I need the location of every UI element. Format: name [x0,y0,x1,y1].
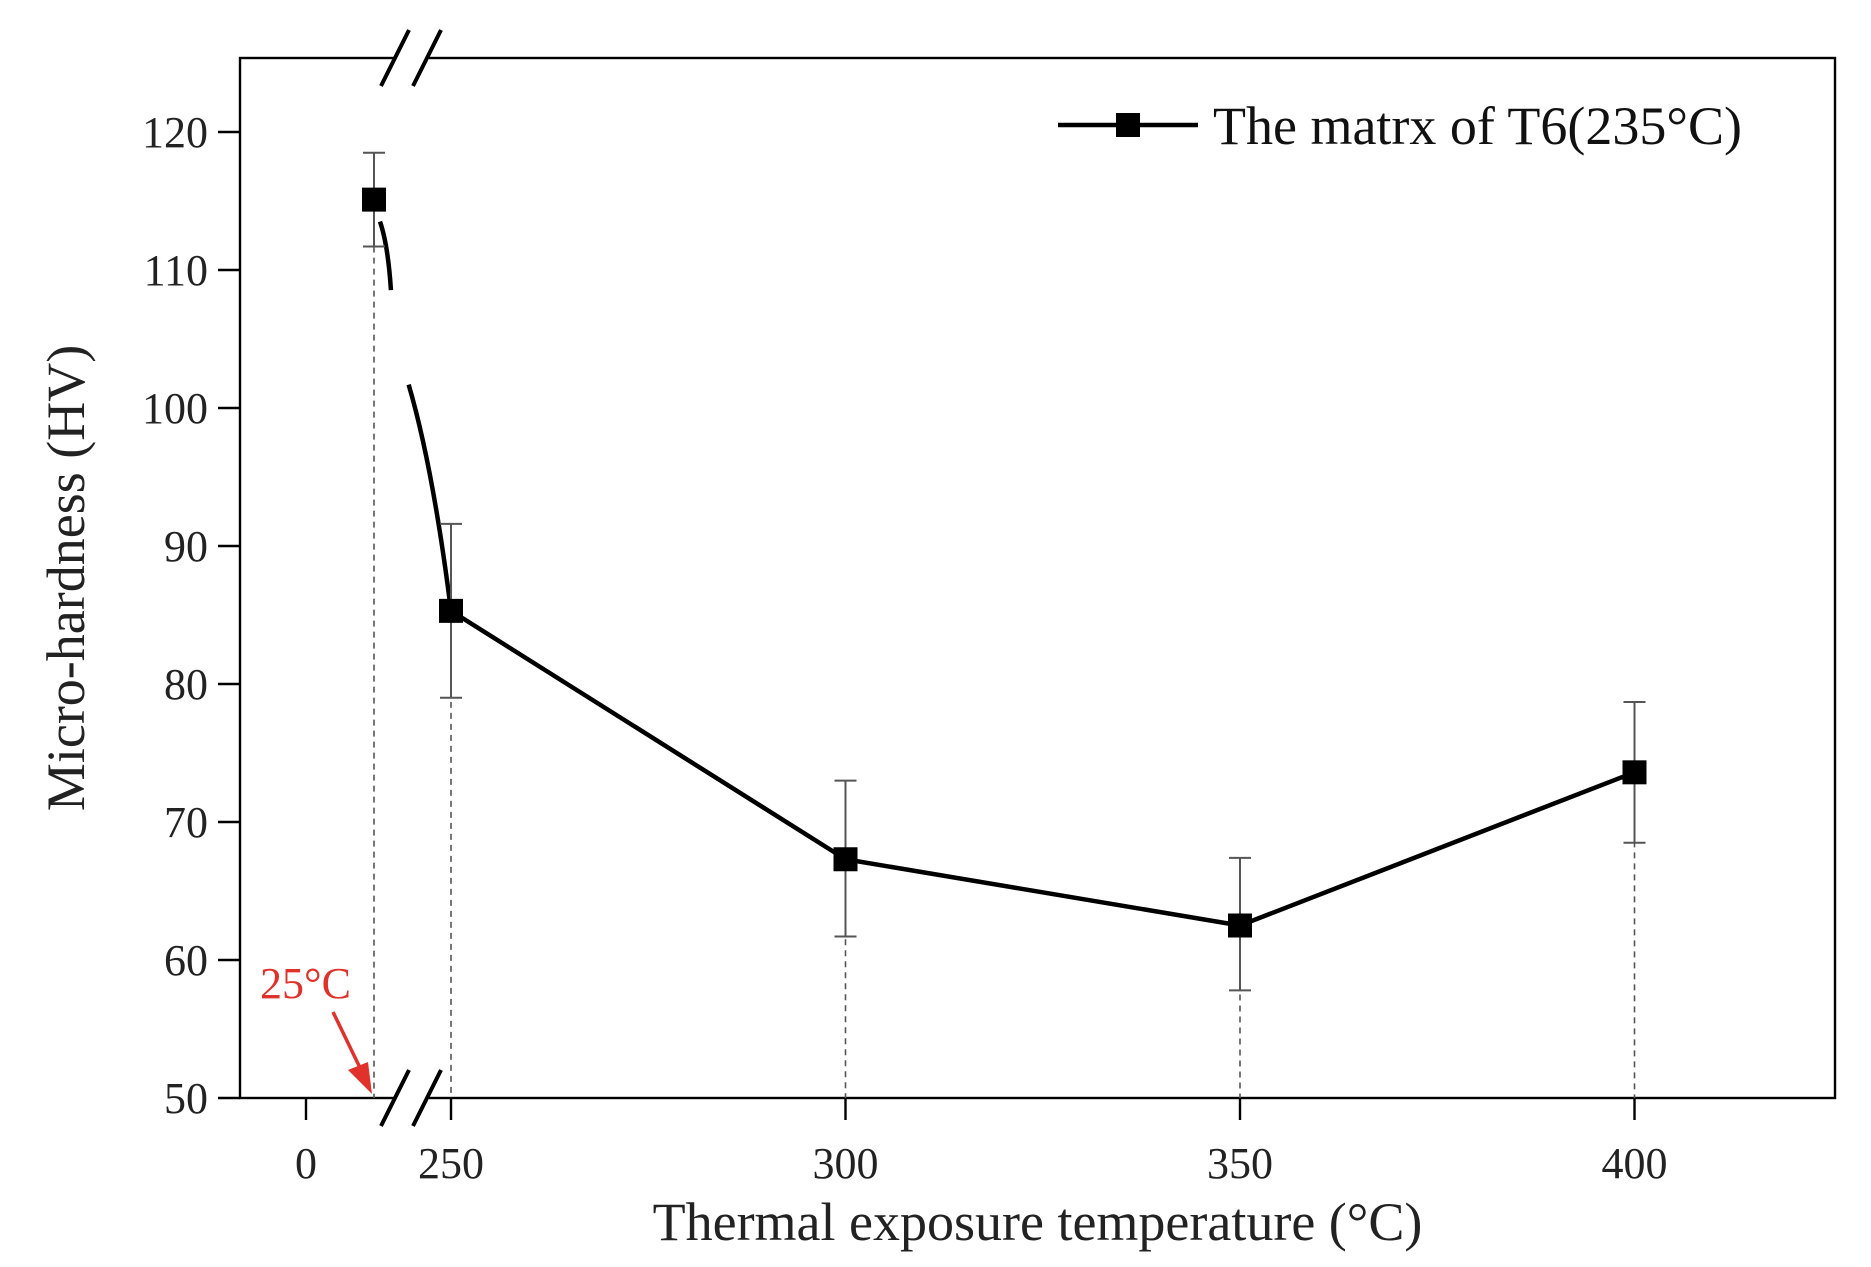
series-line-segment [377,220,394,291]
y-tick-label: 80 [164,660,208,709]
y-tick-label: 100 [142,384,208,433]
annotation-arrow-shaft [331,1011,366,1077]
y-tick-label: 70 [164,798,208,847]
axis-break-mark [379,29,411,87]
legend-label: The matrx of T6(235°C) [1213,96,1742,156]
x-tick-label: 400 [1602,1139,1668,1188]
data-point [833,847,858,872]
axis-break-mark [379,1069,411,1127]
data-point [439,598,463,623]
axis-break-mark [411,29,443,87]
y-tick-label: 90 [164,522,208,571]
legend-marker [1116,113,1140,137]
series-line-segment [406,384,454,612]
data-point [362,187,386,212]
y-axis-title: Micro-hardness (HV) [36,345,96,811]
series-line [449,608,1636,928]
y-tick-label: 110 [144,246,208,295]
plot-frame [238,56,1837,1100]
annotation-label: 25°C [260,959,351,1008]
x-tick-label: 250 [418,1139,484,1188]
data-point [1228,913,1252,938]
data-point [1622,760,1647,785]
axis-break-mark [411,1069,443,1127]
x-tick-label: 350 [1207,1139,1273,1188]
y-tick-label: 120 [142,108,208,157]
annotation-arrow-head [348,1062,372,1094]
y-tick-label: 50 [164,1074,208,1123]
y-tick-label: 60 [164,936,208,985]
x-tick-label: 0 [295,1139,317,1188]
x-axis-title: Thermal exposure temperature (°C) [653,1192,1423,1252]
x-tick-label: 300 [813,1139,879,1188]
